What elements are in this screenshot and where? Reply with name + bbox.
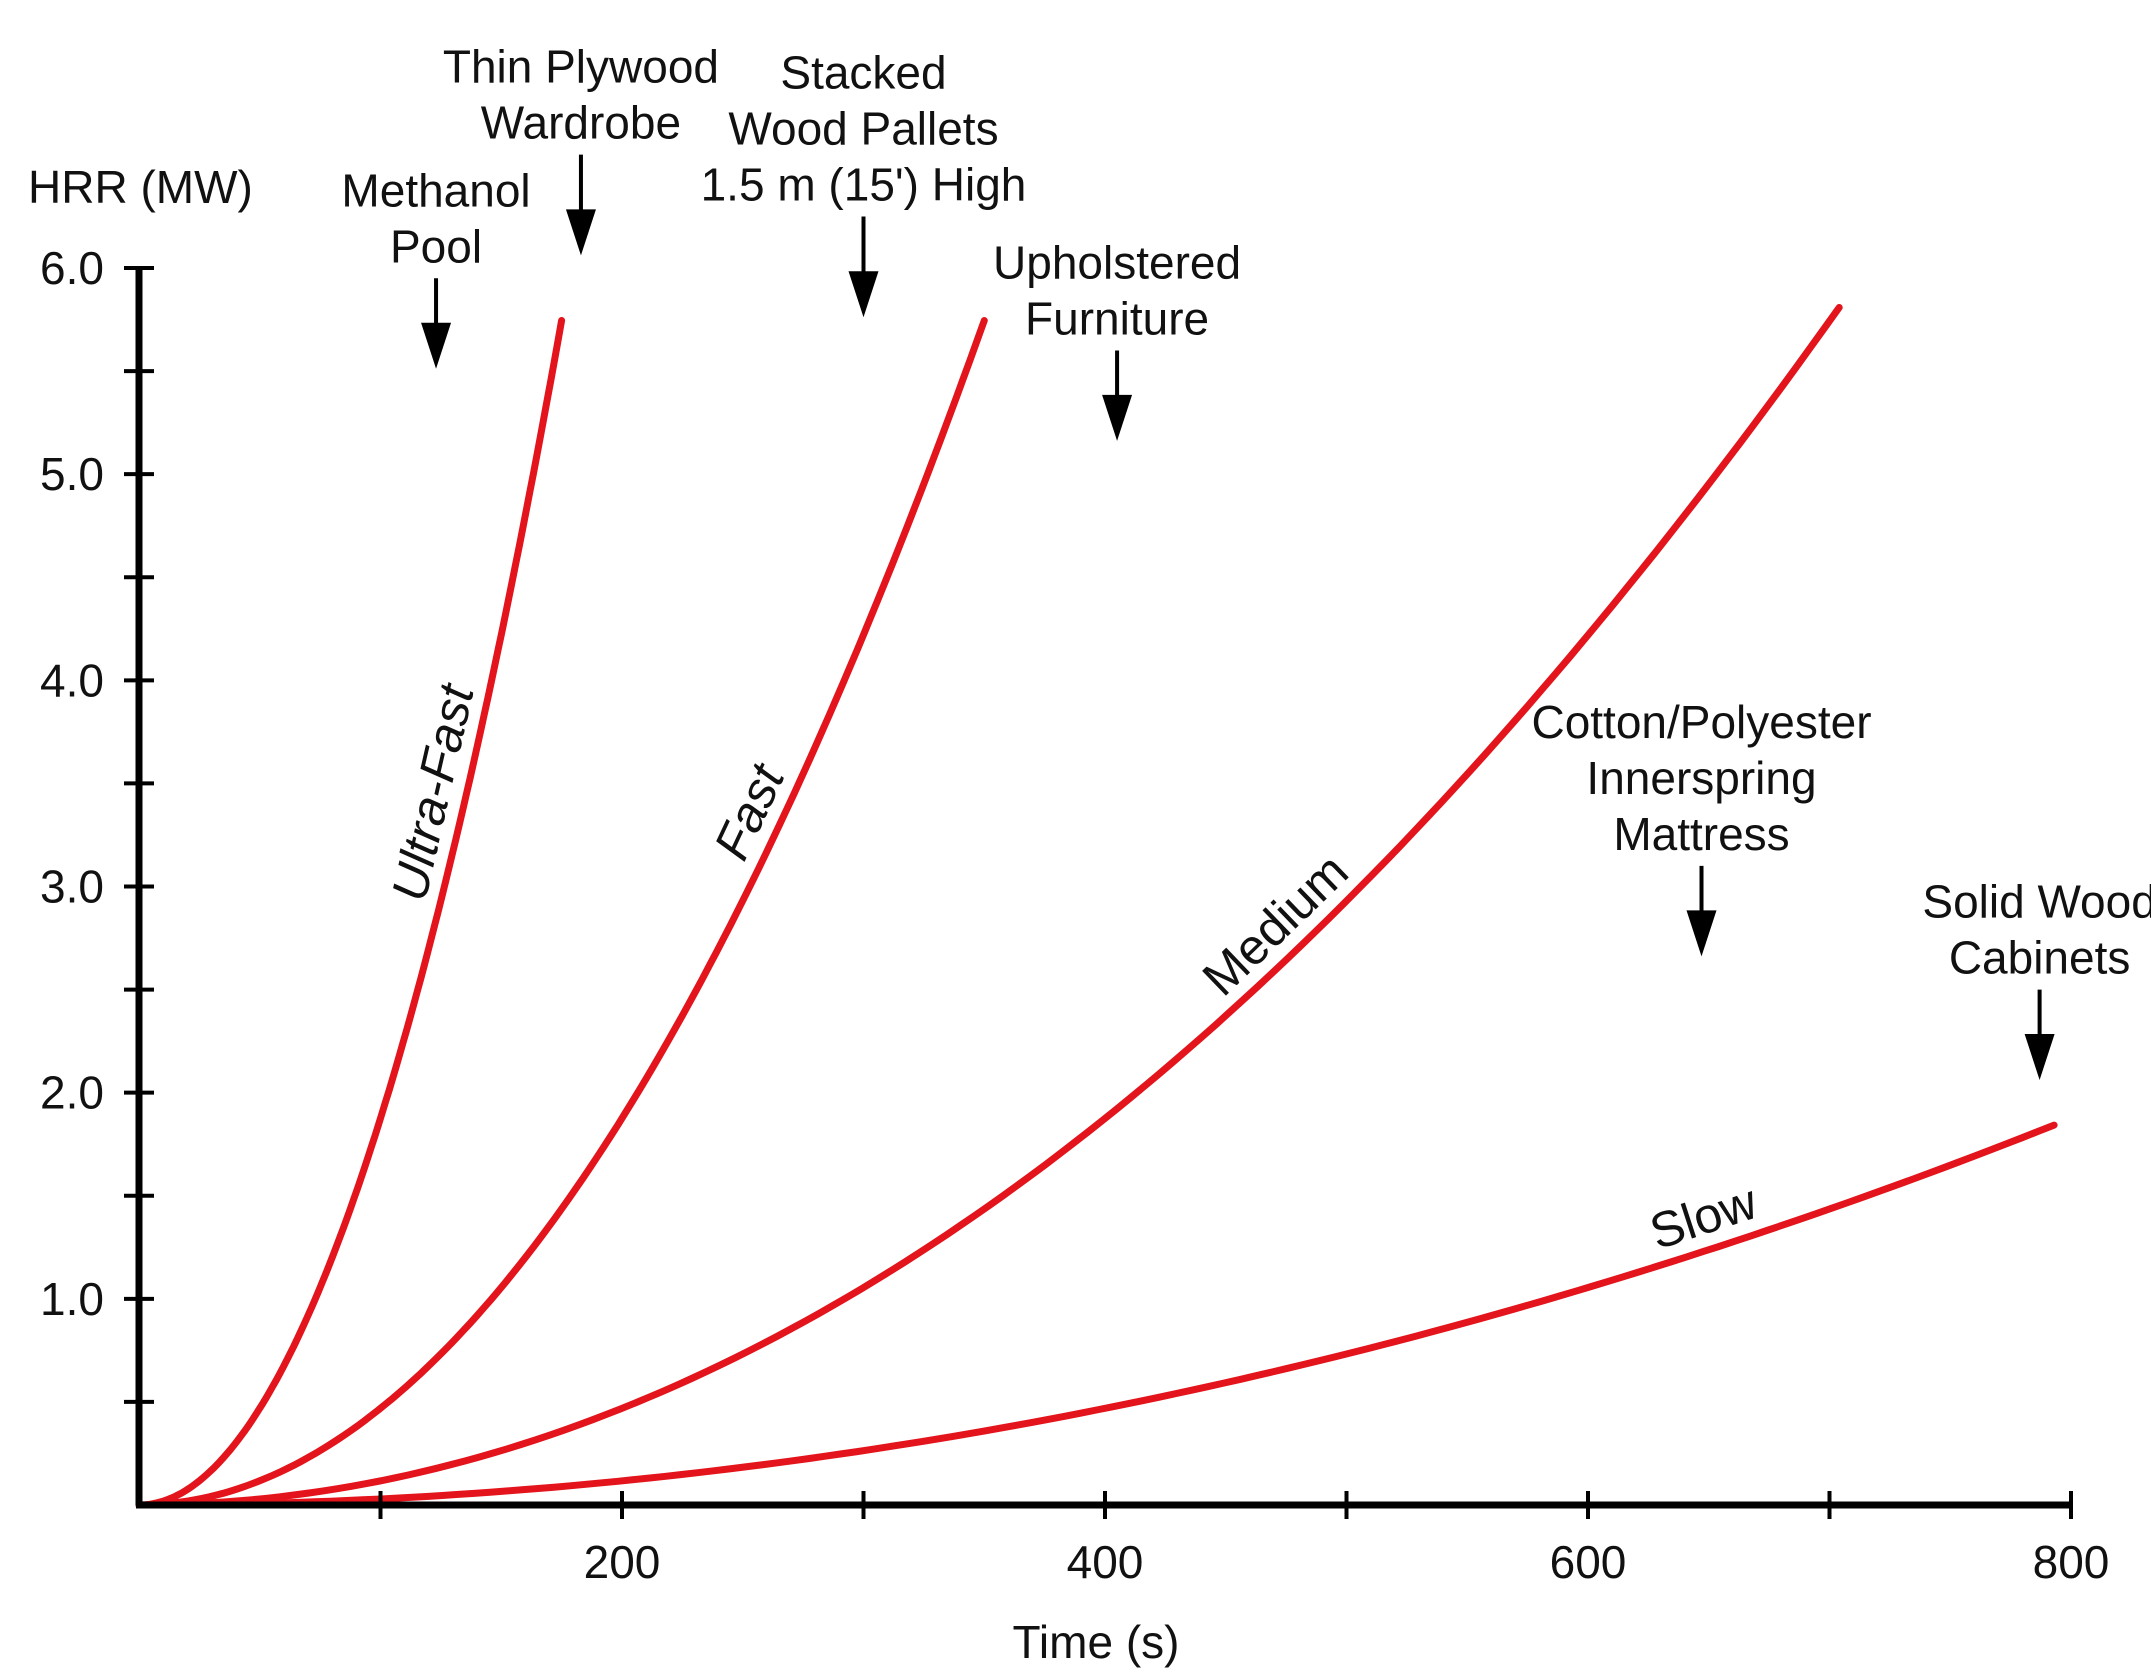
annotation-text: Stacked	[780, 46, 946, 98]
curve-label-fast: Fast	[703, 754, 796, 868]
down-arrow-icon	[1102, 394, 1133, 441]
down-arrow-icon	[565, 209, 596, 256]
annotation-text: Methanol	[341, 164, 530, 216]
down-arrow-icon	[421, 322, 452, 369]
y-tick-label: 1.0	[40, 1273, 104, 1325]
annotation-text: Furniture	[1025, 292, 1209, 344]
x-axis-title: Time (s)	[1013, 1616, 1180, 1668]
ticks-layer: 200 400 600 800 1.0 2.0 3.0 4.0 5.0 6.0	[40, 242, 2109, 1588]
curve-label-medium: Medium	[1192, 843, 1359, 1007]
annotation-text: Cabinets	[1949, 932, 2131, 984]
x-tick-label: 200	[584, 1536, 661, 1588]
down-arrow-icon	[2024, 1034, 2055, 1081]
annotation-text: Upholstered	[993, 236, 1241, 288]
y-tick-label: 4.0	[40, 654, 104, 706]
annotation-text: Mattress	[1613, 808, 1789, 860]
curve-medium	[135, 304, 1843, 1509]
down-arrow-icon	[848, 271, 879, 318]
curve-label-slow: Slow	[1643, 1173, 1764, 1260]
y-tick-label: 5.0	[40, 448, 104, 500]
annotation-text: Thin Plywood	[443, 41, 719, 93]
annotation-text: Innerspring	[1586, 752, 1816, 804]
x-tick-label: 800	[2033, 1536, 2110, 1588]
y-axis-title: HRR (MW)	[28, 161, 253, 213]
curves-layer	[135, 304, 2058, 1509]
annotation-text: Solid Wood	[1922, 876, 2151, 928]
annotation-text: 1.5 m (15') High	[701, 158, 1027, 210]
curve-slow	[135, 1121, 2058, 1509]
down-arrow-icon	[1686, 910, 1717, 957]
y-tick-label: 2.0	[40, 1067, 104, 1119]
y-tick-label: 6.0	[40, 242, 104, 294]
annotation-text: Wardrobe	[481, 97, 681, 149]
annotation-text: Pool	[390, 220, 482, 272]
annotation-text: Cotton/Polyester	[1531, 696, 1871, 748]
y-tick-label: 3.0	[40, 861, 104, 913]
curve-ultra-fast	[135, 317, 566, 1509]
annotation-text: Wood Pallets	[728, 102, 998, 154]
x-tick-label: 600	[1550, 1536, 1627, 1588]
curve-fast	[135, 317, 988, 1509]
x-tick-label: 400	[1067, 1536, 1144, 1588]
